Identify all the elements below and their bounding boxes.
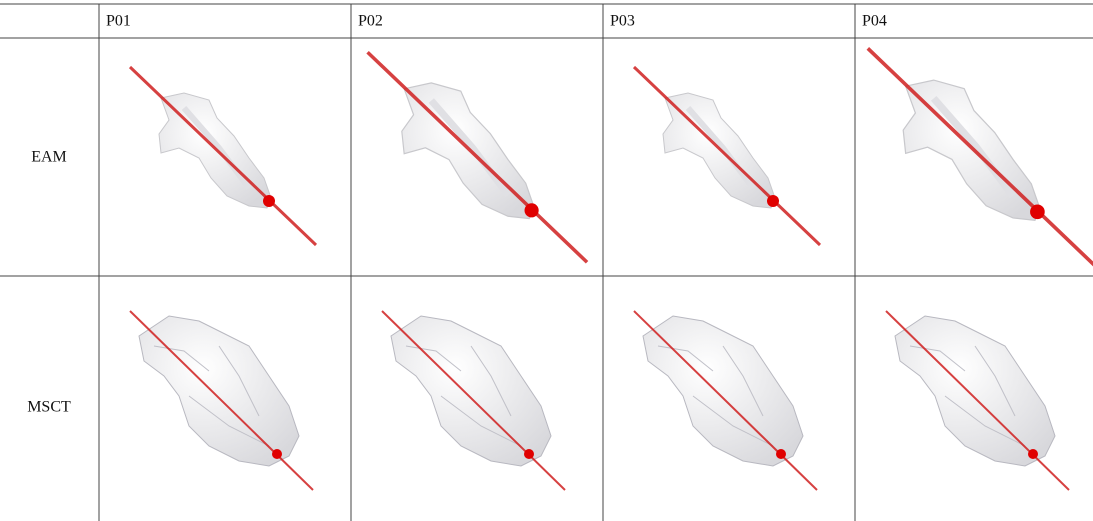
column-header: P02 <box>358 13 383 30</box>
row-header: MSCT <box>27 399 71 416</box>
eam-render <box>368 52 587 262</box>
eam-render <box>130 67 316 245</box>
msct-render <box>633 310 818 491</box>
msct-render <box>129 310 314 491</box>
column-header: P01 <box>106 13 131 30</box>
msct-render <box>381 310 566 491</box>
eam-render <box>868 48 1093 265</box>
msct-render <box>885 310 1070 491</box>
eam-render <box>634 67 820 245</box>
row-header: EAM <box>31 149 67 166</box>
column-header: P04 <box>862 13 887 30</box>
column-header: P03 <box>610 13 635 30</box>
